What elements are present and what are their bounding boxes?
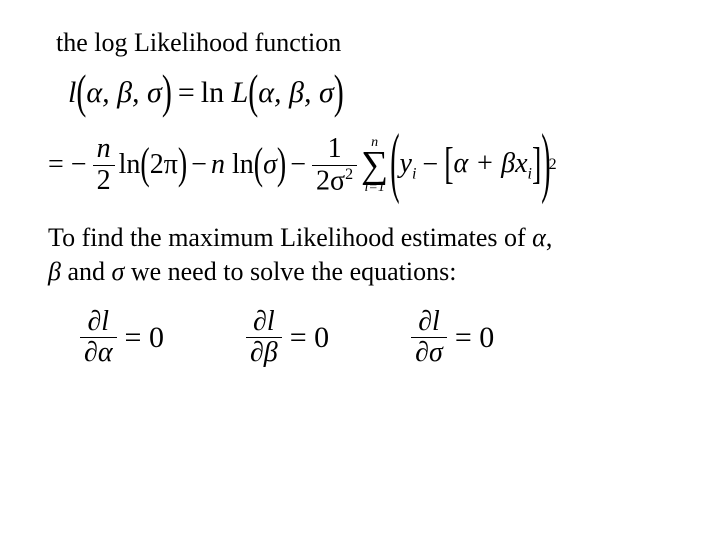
lparen: ( bbox=[76, 66, 86, 120]
body-part-1: To find the maximum Likelihood estimates… bbox=[48, 223, 532, 252]
heading-line: the log Likelihood function bbox=[56, 28, 680, 58]
rparen-4: ) bbox=[277, 140, 286, 191]
minus-3: − bbox=[422, 149, 438, 181]
alpha-sym: α bbox=[532, 223, 546, 252]
equation-1: l ( α, β, σ ) = ln L ( α, β, σ ) bbox=[68, 76, 680, 110]
partial-eq-beta: ∂l ∂β = 0 bbox=[244, 307, 329, 370]
frac-1-over-2sigma2: 1 2σ2 bbox=[312, 134, 357, 197]
two-pi: 2π bbox=[150, 149, 178, 181]
comma-1: , bbox=[546, 223, 553, 252]
args-right: α, β, σ bbox=[258, 76, 333, 110]
ln-2pi-label: ln bbox=[119, 149, 141, 181]
sigma-sym: σ bbox=[112, 257, 125, 286]
args-left: α, β, σ bbox=[86, 76, 161, 110]
rparen-2: ) bbox=[334, 66, 344, 120]
partial-eq-alpha: ∂l ∂α = 0 bbox=[78, 307, 164, 370]
rparen: ) bbox=[162, 66, 172, 120]
eq-zero-3: = 0 bbox=[455, 321, 494, 355]
body-part-3: we need to solve the equations: bbox=[124, 257, 456, 286]
heading-text: the log Likelihood function bbox=[56, 28, 341, 57]
partial-eq-sigma: ∂l ∂σ = 0 bbox=[409, 307, 494, 370]
summation: n ∑ i=1 bbox=[361, 136, 388, 194]
rbracket: ] bbox=[532, 140, 541, 191]
partial-equations: ∂l ∂α = 0 ∂l ∂β = 0 ∂l ∂σ = 0 bbox=[78, 307, 680, 370]
slide-page: the log Likelihood function l ( α, β, σ … bbox=[0, 0, 720, 397]
fn-L: L bbox=[232, 76, 249, 110]
rparen-big: ) bbox=[541, 121, 550, 211]
eq-zero-1: = 0 bbox=[125, 321, 164, 355]
yi: yi bbox=[400, 148, 417, 184]
lparen-2: ( bbox=[248, 66, 258, 120]
minus-2: − bbox=[290, 149, 306, 181]
n-ln-sigma: n ln bbox=[211, 149, 254, 181]
body-paragraph: To find the maximum Likelihood estimates… bbox=[48, 221, 680, 289]
eq-zero-2: = 0 bbox=[290, 321, 329, 355]
rparen-3: ) bbox=[178, 140, 187, 191]
ln-label: ln bbox=[201, 76, 232, 110]
body-part-2: and bbox=[61, 257, 112, 286]
alpha-plus-beta-x: α + βxi bbox=[454, 148, 532, 184]
lparen-big: ( bbox=[390, 121, 399, 211]
sigma-1: σ bbox=[263, 149, 277, 181]
lbracket: [ bbox=[444, 140, 453, 191]
equation-2: = − n 2 ln ( 2π ) − n ln ( σ ) − 1 2σ2 n… bbox=[48, 134, 680, 197]
lead-eq: = − bbox=[48, 149, 87, 181]
fn-l: l bbox=[68, 76, 76, 110]
minus-1: − bbox=[191, 149, 207, 181]
lparen-3: ( bbox=[140, 140, 149, 191]
frac-n-over-2: n 2 bbox=[93, 134, 115, 197]
beta-sym: β bbox=[48, 257, 61, 286]
equals-1: = bbox=[178, 76, 195, 110]
lparen-4: ( bbox=[254, 140, 263, 191]
